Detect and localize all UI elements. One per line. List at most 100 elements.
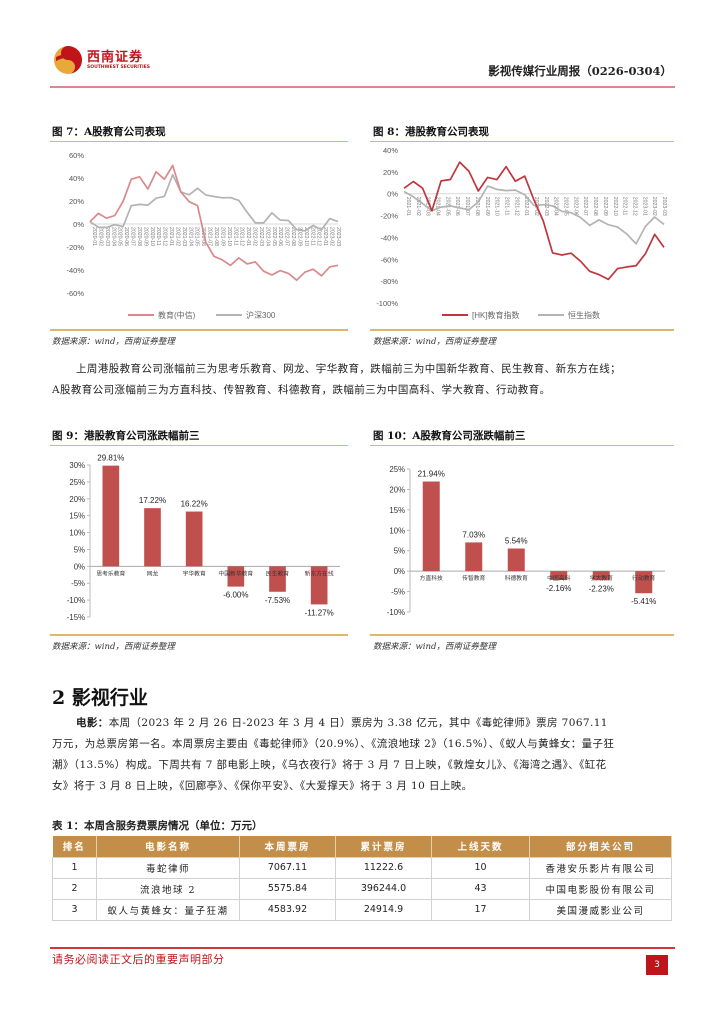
- footer-disclaimer: 请务必阅读正文后的重要声明部分: [52, 953, 225, 966]
- x-tick-label: 2022-03: [258, 227, 264, 246]
- x-tick-label: 2021-03: [425, 197, 431, 216]
- x-tick-label: 2022-11: [622, 197, 628, 216]
- x-tick-label: 2022-04: [553, 197, 559, 216]
- y-tick-label: 0%: [74, 562, 85, 571]
- bar-value-label: 21.94%: [418, 470, 445, 479]
- table-row: 1 毒蛇律师 7067.11 11222.6 10 香港安乐影片有限公司: [52, 856, 672, 879]
- logo-name: 西南证券: [87, 50, 144, 65]
- paragraph-text: 上周港股教育公司涨幅前三为思考乐教育、网龙、宇华教育，跌幅前三为中国新华教育、民…: [52, 363, 621, 396]
- header-cumulative-box-office: 累计票房: [335, 836, 432, 857]
- x-tick-label: 2022-01: [245, 227, 251, 246]
- x-category-label: 宇华教育: [183, 569, 206, 577]
- cell-cumulative: 11222.6: [335, 856, 432, 879]
- logo-mark-icon: [54, 46, 82, 74]
- x-tick-label: 2021-07: [207, 227, 213, 246]
- x-tick-label: 2021-11: [232, 227, 238, 246]
- y-tick-label: 40%: [383, 146, 398, 155]
- y-tick-label: -5%: [391, 588, 405, 597]
- x-tick-label: 2020-07: [130, 227, 136, 246]
- fig10-bottom-rule: [370, 634, 674, 636]
- x-tick-label: 2022-07: [582, 197, 588, 216]
- y-tick-label: 20%: [69, 495, 85, 504]
- x-tick-label: 2021-09: [219, 227, 225, 246]
- x-tick-label: 2021-04: [187, 227, 193, 246]
- header-film-name: 电影名称: [96, 836, 240, 857]
- x-tick-label: 2020-11: [155, 227, 161, 246]
- bar-value-label: 5.54%: [505, 537, 528, 546]
- fig7-top-rule: [50, 141, 348, 142]
- cell-company: 中国电影股份有限公司: [529, 877, 672, 900]
- x-tick-label: 2021-12: [239, 227, 245, 246]
- bar-value-label: -11.27%: [305, 608, 334, 617]
- fig7-source: 数据来源：wind，西南证券整理: [52, 337, 175, 347]
- x-tick-label: 2021-05: [194, 227, 200, 246]
- cell-days: 10: [431, 856, 530, 879]
- section-title: 影视行业: [71, 687, 148, 709]
- y-tick-label: -60%: [66, 289, 84, 298]
- header-rank: 排名: [52, 836, 97, 857]
- table-row: 2 流浪地球 2 5575.84 396244.0 43 中国电影股份有限公司: [52, 877, 672, 900]
- x-tick-label: 2022-11: [309, 227, 315, 246]
- bar-value-label: -2.23%: [589, 584, 614, 593]
- section-number: 2: [52, 687, 66, 709]
- bar-value-label: 29.81%: [97, 454, 124, 463]
- y-tick-label: 25%: [389, 465, 405, 474]
- x-category-label: 思考乐教育: [96, 569, 125, 577]
- y-tick-label: 0%: [73, 220, 84, 229]
- legend-label: [HK]教育指数: [472, 310, 520, 320]
- header-divider: [50, 86, 675, 88]
- fig8-source: 数据来源：wind，西南证券整理: [373, 337, 496, 347]
- cell-weekly: 4583.92: [239, 898, 336, 921]
- fig9-source: 数据来源：wind，西南证券整理: [52, 642, 175, 652]
- box-office-table: 排名 电影名称 本周票房 累计票房 上线天数 部分相关公司 1 毒蛇律师 706…: [52, 836, 672, 921]
- series-line: [89, 164, 339, 282]
- header-days-released: 上线天数: [431, 836, 530, 857]
- x-tick-label: 2023-02: [329, 227, 335, 246]
- x-tick-label: 2021-10: [494, 197, 500, 216]
- cell-weekly: 5575.84: [239, 877, 336, 900]
- fig9-top-rule: [50, 445, 348, 446]
- header-weekly-box-office: 本周票房: [239, 836, 336, 857]
- series-line: [403, 185, 665, 245]
- x-category-label: 网龙: [147, 569, 159, 577]
- x-tick-label: 2022-06: [277, 227, 283, 246]
- cell-weekly: 7067.11: [239, 856, 336, 879]
- y-tick-label: -40%: [66, 266, 84, 275]
- x-tick-label: 2020-12: [162, 227, 168, 246]
- x-tick-label: 2022-05: [563, 197, 569, 216]
- bar: [592, 571, 610, 581]
- page-number: 3: [646, 955, 668, 975]
- x-tick-label: 2022-10: [303, 227, 309, 246]
- fig7-bottom-rule: [50, 329, 348, 331]
- cell-days: 43: [431, 877, 530, 900]
- y-tick-label: -20%: [380, 212, 398, 221]
- education-summary-paragraph: 上周港股教育公司涨幅前三为思考乐教育、网龙、宇华教育，跌幅前三为中国新华教育、民…: [52, 359, 622, 401]
- cell-rank: 2: [52, 877, 97, 900]
- fig9-bar-chart: 30% 25% 20% 15% 10% 5% 0% -5% -10% -15% 29.81% 思考乐教…: [67, 454, 340, 622]
- bar: [185, 511, 203, 567]
- x-tick-label: 2020-02: [97, 227, 103, 246]
- y-tick-label: -40%: [380, 233, 398, 242]
- bar-value-label: 17.22%: [139, 496, 166, 505]
- x-tick-label: 2020-06: [123, 227, 129, 246]
- x-tick-label: 2020-05: [117, 227, 123, 246]
- fig9-title: 图 9：港股教育公司涨跌幅前三: [52, 430, 200, 442]
- bar-value-label: -6.00%: [223, 591, 248, 600]
- x-category-label: 新东方在线: [305, 569, 334, 577]
- x-category-label: 民生教育: [266, 569, 289, 577]
- fig8-line-chart: 40% 20% 0% -20% -40% -60% -80% -100% 2021-01 2021…: [376, 146, 667, 320]
- y-tick-label: 20%: [69, 197, 84, 206]
- x-tick-label: 2022-05: [271, 227, 277, 246]
- x-tick-label: 2022-10: [612, 197, 618, 216]
- x-tick-label: 2022-09: [296, 227, 302, 246]
- x-tick-label: 2020-01: [91, 227, 97, 246]
- report-title: 影视传媒行业周报（0226-0304）: [488, 64, 672, 78]
- bar-value-label: 16.22%: [181, 500, 208, 509]
- y-tick-label: -10%: [67, 596, 85, 605]
- x-category-label: 传智教育: [462, 574, 485, 582]
- fig10-bar-chart: 25% 20% 15% 10% 5% 0% -5% -10% 21.94% 方直科技 7.03% 传智…: [387, 465, 665, 617]
- y-tick-label: 10%: [389, 526, 405, 535]
- cell-film-name: 毒蛇律师: [96, 856, 240, 879]
- x-tick-label: 2021-04: [435, 197, 441, 216]
- footer-divider: [50, 947, 675, 949]
